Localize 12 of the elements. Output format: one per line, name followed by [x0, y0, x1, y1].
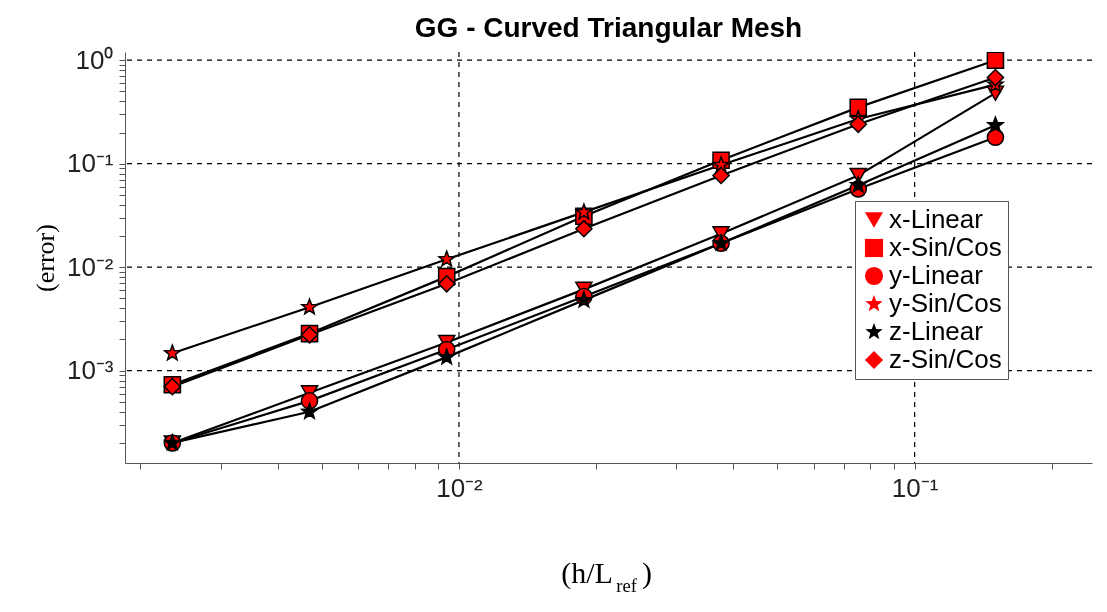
- legend-label: z-Linear: [889, 316, 984, 346]
- legend-label: y-Sin/Cos: [889, 288, 1002, 318]
- y-tick-label: 10⁰: [75, 44, 114, 75]
- chart-title: GG - Curved Triangular Mesh: [414, 12, 803, 44]
- y-tick-label: 10⁻³: [66, 355, 114, 386]
- legend-label: x-Linear: [889, 204, 984, 234]
- legend-label: y-Linear: [889, 260, 984, 290]
- legend-label: x-Sin/Cos: [889, 232, 1002, 262]
- legend-label: z-Sin/Cos: [889, 344, 1002, 374]
- y-tick-label: 10⁻¹: [66, 148, 114, 179]
- y-axis-title: (error): [30, 224, 60, 292]
- y-tick-label: 10⁻²: [66, 251, 114, 282]
